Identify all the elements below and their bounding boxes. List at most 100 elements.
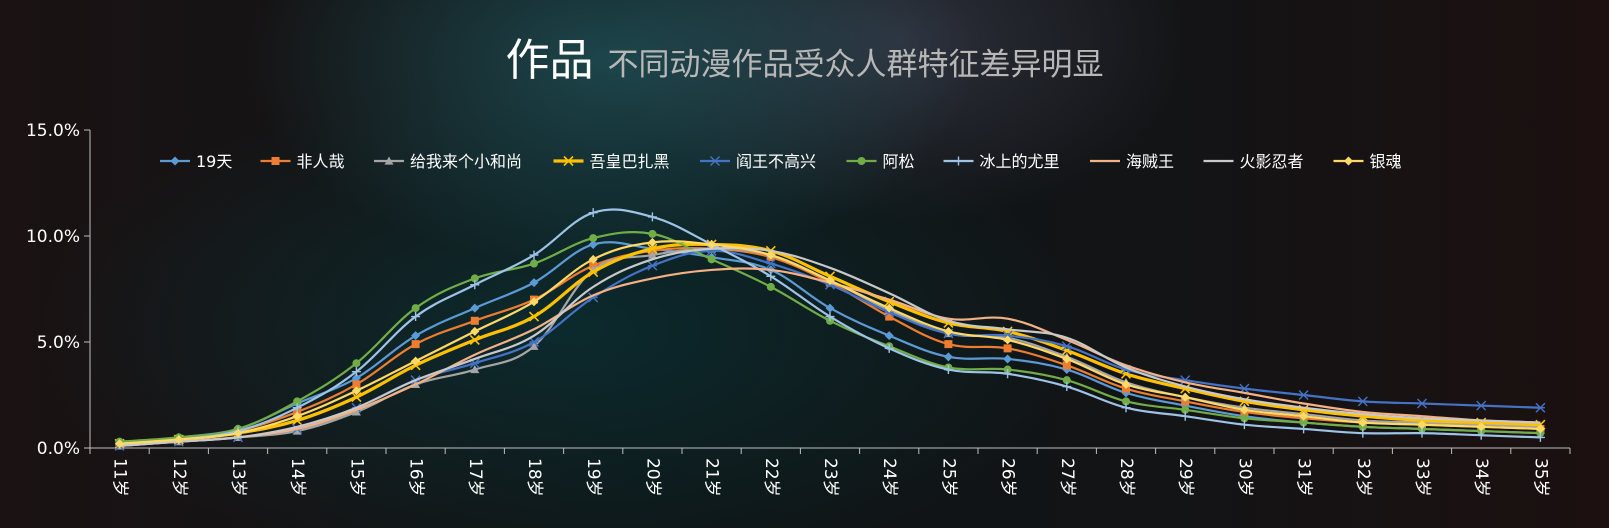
- data-point: [411, 356, 421, 366]
- data-point: [470, 326, 480, 336]
- x-tick-label: 18岁: [524, 458, 544, 497]
- data-point: [233, 428, 243, 438]
- x-tick-label: 28岁: [1116, 458, 1136, 497]
- data-point: [944, 340, 953, 349]
- x-tick-label: 31岁: [1294, 458, 1314, 497]
- data-point: [411, 331, 421, 341]
- x-tick-label: 26岁: [998, 458, 1018, 497]
- legend-item: 给我来个小和尚: [374, 152, 522, 171]
- data-point: [943, 365, 953, 375]
- data-point: [470, 280, 480, 290]
- data-point: [1003, 354, 1013, 364]
- data-point: [943, 326, 953, 336]
- x-tick-label: 29岁: [1175, 458, 1195, 497]
- legend-item: 火影忍者: [1203, 152, 1304, 171]
- data-point: [1357, 396, 1368, 407]
- series-9: [119, 246, 1541, 447]
- chart-plot-area: [114, 208, 1546, 451]
- data-point: [588, 208, 598, 218]
- data-point: [411, 340, 420, 349]
- data-point: [1061, 341, 1072, 352]
- data-point: [351, 392, 362, 403]
- x-tick-label: 13岁: [228, 458, 248, 497]
- data-point: [1239, 420, 1249, 430]
- x-tick-label: 20岁: [642, 458, 662, 497]
- data-point: [469, 334, 480, 345]
- data-point: [411, 312, 421, 322]
- data-point: [825, 312, 835, 322]
- data-point: [529, 278, 539, 288]
- data-point: [292, 403, 302, 413]
- x-tick-label: 23岁: [820, 458, 840, 497]
- data-point: [1417, 428, 1427, 438]
- data-point: [292, 426, 302, 435]
- data-point: [954, 156, 963, 166]
- legend-label: 19天: [196, 152, 232, 171]
- legend-item: 吾皇巴扎黑: [553, 152, 670, 171]
- x-tick-label: 21岁: [702, 458, 722, 497]
- data-point: [647, 212, 657, 222]
- data-point: [530, 259, 538, 268]
- data-point: [1417, 398, 1427, 409]
- legend-label: 冰上的尤里: [980, 152, 1060, 171]
- x-tick-label: 30岁: [1234, 458, 1254, 497]
- x-tick-label: 32岁: [1353, 458, 1373, 497]
- data-point: [589, 234, 598, 243]
- x-tick-label: 34岁: [1471, 458, 1491, 497]
- data-point: [648, 229, 657, 238]
- data-point: [1003, 369, 1013, 379]
- y-tick-label: 5.0%: [37, 333, 80, 353]
- legend-label: 阎王不高兴: [736, 152, 816, 171]
- data-point: [825, 303, 835, 313]
- chart-title-main: 作品: [505, 35, 594, 86]
- chart-legend: 19天 非人哉 给我来个小和尚 吾皇巴扎黑 阎王不高兴 阿松 冰上的尤里 海贼王 火影忍者 银魂: [160, 152, 1402, 171]
- data-point: [470, 365, 480, 374]
- data-point: [351, 367, 361, 377]
- data-point: [292, 411, 302, 421]
- data-point: [170, 156, 180, 166]
- data-point: [1180, 392, 1190, 402]
- x-tick-label: 33岁: [1412, 458, 1432, 497]
- data-point: [1344, 156, 1353, 166]
- data-point: [529, 337, 539, 347]
- x-tick-label: 14岁: [287, 458, 307, 497]
- data-point: [1062, 354, 1072, 364]
- legend-label: 银魂: [1370, 152, 1402, 171]
- data-point: [352, 359, 361, 368]
- data-point: [1358, 428, 1368, 438]
- legend-item: 海贼王: [1090, 152, 1174, 171]
- legend-label: 火影忍者: [1240, 152, 1304, 171]
- legend-item: 银魂: [1333, 152, 1402, 171]
- data-point: [384, 156, 394, 165]
- data-point: [707, 255, 716, 264]
- data-point: [529, 297, 539, 307]
- x-tick-label: 16岁: [406, 458, 426, 497]
- data-point: [1121, 403, 1131, 413]
- legend-label: 海贼王: [1126, 152, 1174, 171]
- series-line: [119, 242, 1541, 446]
- data-point: [647, 243, 658, 254]
- data-point: [1062, 382, 1072, 392]
- data-point: [588, 239, 598, 249]
- y-tick-label: 0.0%: [37, 439, 80, 459]
- data-point: [470, 316, 479, 325]
- chart-axes: 0.0% 5.0% 10.0% 15.0% 11岁 12岁 13岁 14岁 15岁 16岁 17岁 1…: [26, 121, 1571, 497]
- x-tick-label: 12岁: [169, 458, 189, 497]
- chart-subtitle: 不同动漫作品受众人群特征差异明显: [607, 47, 1104, 83]
- data-point: [765, 258, 776, 269]
- legend-label: 吾皇巴扎黑: [590, 152, 670, 171]
- legend-label: 非人哉: [297, 152, 345, 171]
- data-point: [351, 407, 361, 416]
- data-point: [1476, 400, 1487, 411]
- data-point: [647, 250, 657, 259]
- data-point: [1003, 344, 1012, 353]
- data-point: [470, 303, 480, 313]
- y-tick-label: 10.0%: [26, 227, 80, 247]
- legend-item: 阎王不高兴: [700, 152, 816, 171]
- x-tick-label: 22岁: [761, 458, 781, 497]
- series-line: [119, 246, 1541, 447]
- data-point: [884, 303, 894, 313]
- data-point: [563, 155, 574, 167]
- y-tick-label: 15.0%: [26, 121, 80, 141]
- data-point: [1535, 402, 1546, 413]
